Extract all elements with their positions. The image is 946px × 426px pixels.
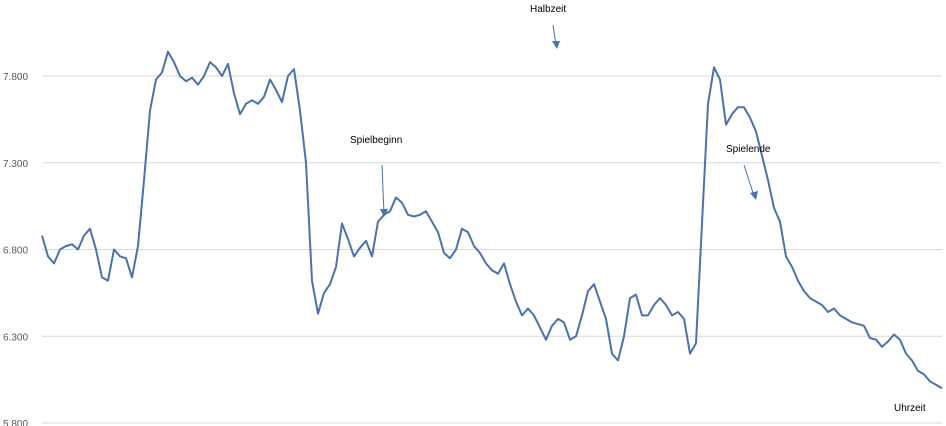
annotation-spielende: Spielende [726,144,771,200]
y-tick-label: 7.800 [3,72,28,83]
annotation-spielbeginn: Spielbeginn [350,135,402,217]
gridlines [42,75,942,424]
annotation-arrowhead-spielende [750,191,758,200]
x-axis-title: Uhrzeit [894,403,926,414]
annotation-label-spielbeginn: Spielbeginn [350,135,402,146]
annotation-arrow-spielbeginn [381,164,385,215]
annotation-arrow-spielende [743,164,755,197]
y-tick-label: 6.300 [3,332,28,343]
annotation-arrowhead-halbzeit [552,41,560,49]
annotation-label-spielende: Spielende [726,144,771,155]
annotation-arrowhead-spielbeginn [380,209,388,217]
annotation-label-halbzeit: Halbzeit [530,4,566,15]
y-axis-tick-labels: 5.800 6.300 6.800 7.300 7.800 [3,72,28,426]
y-tick-label: 7.300 [3,159,28,170]
annotation-halbzeit: Halbzeit [530,4,566,49]
y-tick-label: 6.800 [3,246,28,257]
series-line [41,50,943,390]
y-tick-label: 5.800 [3,419,28,426]
